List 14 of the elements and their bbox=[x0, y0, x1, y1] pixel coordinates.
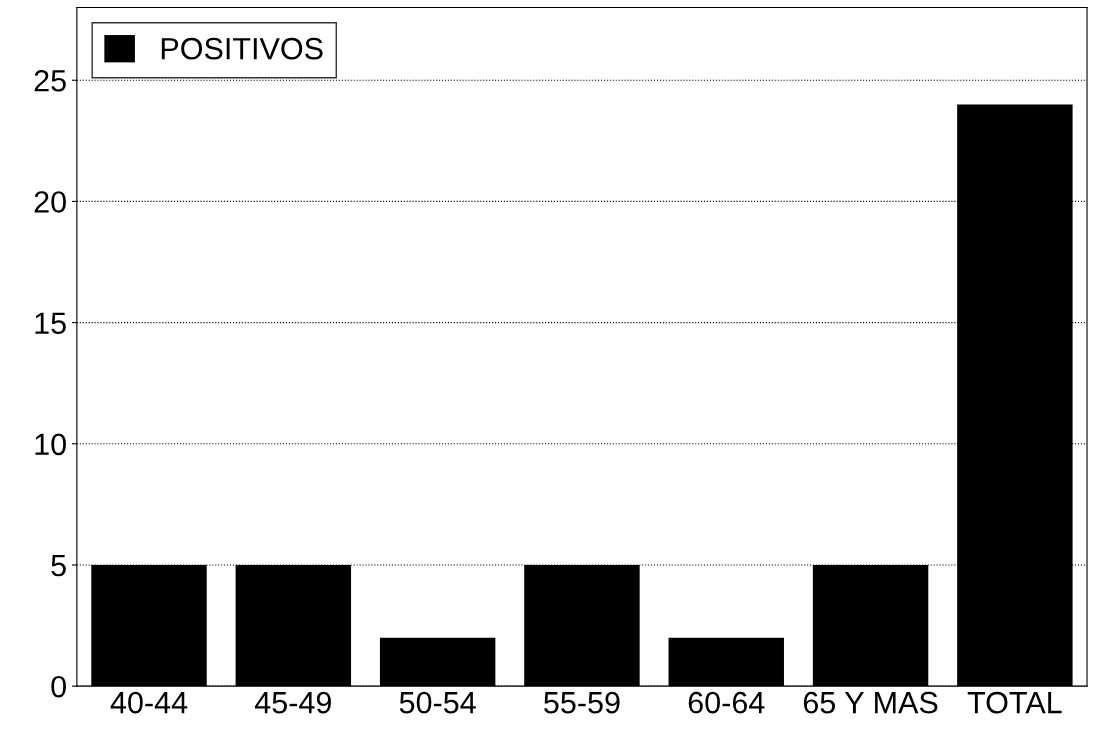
x-tick-label: 55-59 bbox=[544, 691, 620, 714]
x-tick-label: TOTAL bbox=[967, 691, 1062, 714]
x-tick-label: 60-64 bbox=[688, 691, 765, 714]
y-tick-label: 10 bbox=[35, 433, 66, 456]
y-tick-label: 15 bbox=[35, 312, 66, 334]
y-tick-label: 25 bbox=[34, 69, 66, 92]
x-tick-label: 65 Y MAS bbox=[803, 691, 938, 714]
legend-label: POSITIVOS bbox=[161, 37, 323, 60]
x-tick-label: 45-49 bbox=[254, 691, 331, 714]
y-tick-label: 20 bbox=[34, 191, 66, 213]
y-tick-label: 0 bbox=[51, 675, 66, 698]
x-tick-label: 40-44 bbox=[110, 691, 188, 714]
y-tick-label: 5 bbox=[51, 555, 66, 577]
x-tick-label: 50-54 bbox=[399, 691, 476, 714]
